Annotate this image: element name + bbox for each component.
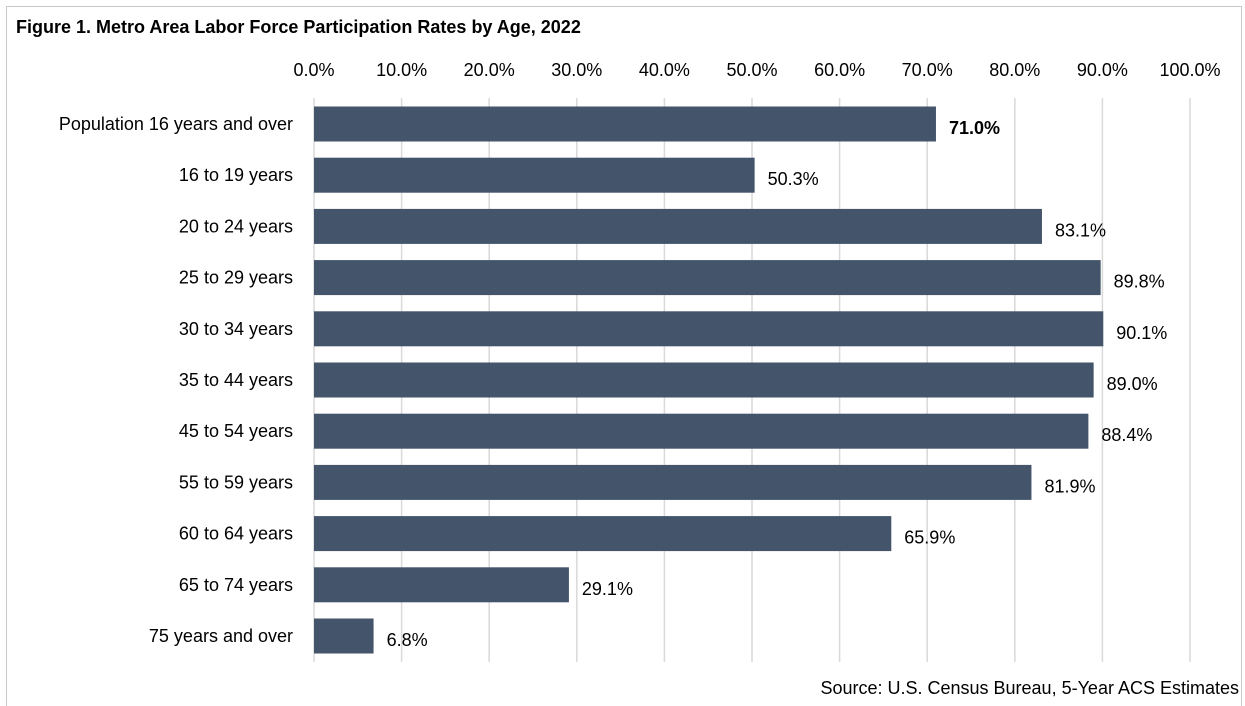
x-tick-label: 90.0% [1077, 60, 1128, 80]
category-label: 55 to 59 years [179, 472, 293, 492]
category-labels: Population 16 years and over 16 to 19 yea… [59, 114, 293, 646]
bar [314, 106, 936, 142]
data-label: 81.9% [1044, 476, 1095, 496]
category-label: 25 to 29 years [179, 268, 293, 288]
x-tick-label: 30.0% [551, 60, 602, 80]
bar [314, 260, 1101, 296]
bar [314, 311, 1104, 347]
x-tick-label: 80.0% [989, 60, 1040, 80]
chart-title: Figure 1. Metro Area Labor Force Partici… [16, 17, 581, 37]
bar [314, 208, 1042, 244]
data-label: 90.1% [1116, 323, 1167, 343]
bar [314, 464, 1032, 500]
category-label: 75 years and over [149, 626, 293, 646]
data-label: 65.9% [904, 528, 955, 548]
bar [314, 157, 755, 193]
category-label: 65 to 74 years [179, 575, 293, 595]
x-tick-label: 20.0% [464, 60, 515, 80]
category-label: 35 to 44 years [179, 370, 293, 390]
x-axis-ticks: 0.0% 10.0% 20.0% 30.0% 40.0% 50.0% 60.0% 70.0% 8… [293, 60, 1220, 80]
x-tick-label: 100.0% [1159, 60, 1220, 80]
x-tick-label: 10.0% [376, 60, 427, 80]
bar [314, 618, 374, 654]
category-label: 45 to 54 years [179, 421, 293, 441]
source-note: Source: U.S. Census Bureau, 5-Year ACS E… [820, 678, 1239, 698]
category-label: 20 to 24 years [179, 216, 293, 236]
data-labels: 71.0% 50.3% 83.1% 89.8% 90.1% 89.0% 88.4% 81.9%… [387, 118, 1168, 650]
data-label: 50.3% [768, 169, 819, 189]
data-label: 29.1% [582, 579, 633, 599]
x-tick-label: 60.0% [814, 60, 865, 80]
x-tick-label: 50.0% [726, 60, 777, 80]
data-label: 6.8% [387, 630, 428, 650]
bar [314, 516, 892, 552]
x-tick-label: 0.0% [293, 60, 334, 80]
data-label: 71.0% [949, 118, 1000, 138]
data-label: 89.0% [1107, 374, 1158, 394]
data-label: 89.8% [1114, 272, 1165, 292]
x-tick-label: 40.0% [639, 60, 690, 80]
bar [314, 413, 1089, 449]
category-label: 60 to 64 years [179, 524, 293, 544]
data-label: 83.1% [1055, 220, 1106, 240]
category-label: 30 to 34 years [179, 319, 293, 339]
bar [314, 567, 569, 603]
data-label: 88.4% [1101, 425, 1152, 445]
chart-frame [6, 6, 1242, 706]
x-tick-label: 70.0% [902, 60, 953, 80]
category-label: 16 to 19 years [179, 165, 293, 185]
bar [314, 362, 1094, 398]
category-label: Population 16 years and over [59, 114, 293, 134]
bars [314, 106, 1104, 654]
